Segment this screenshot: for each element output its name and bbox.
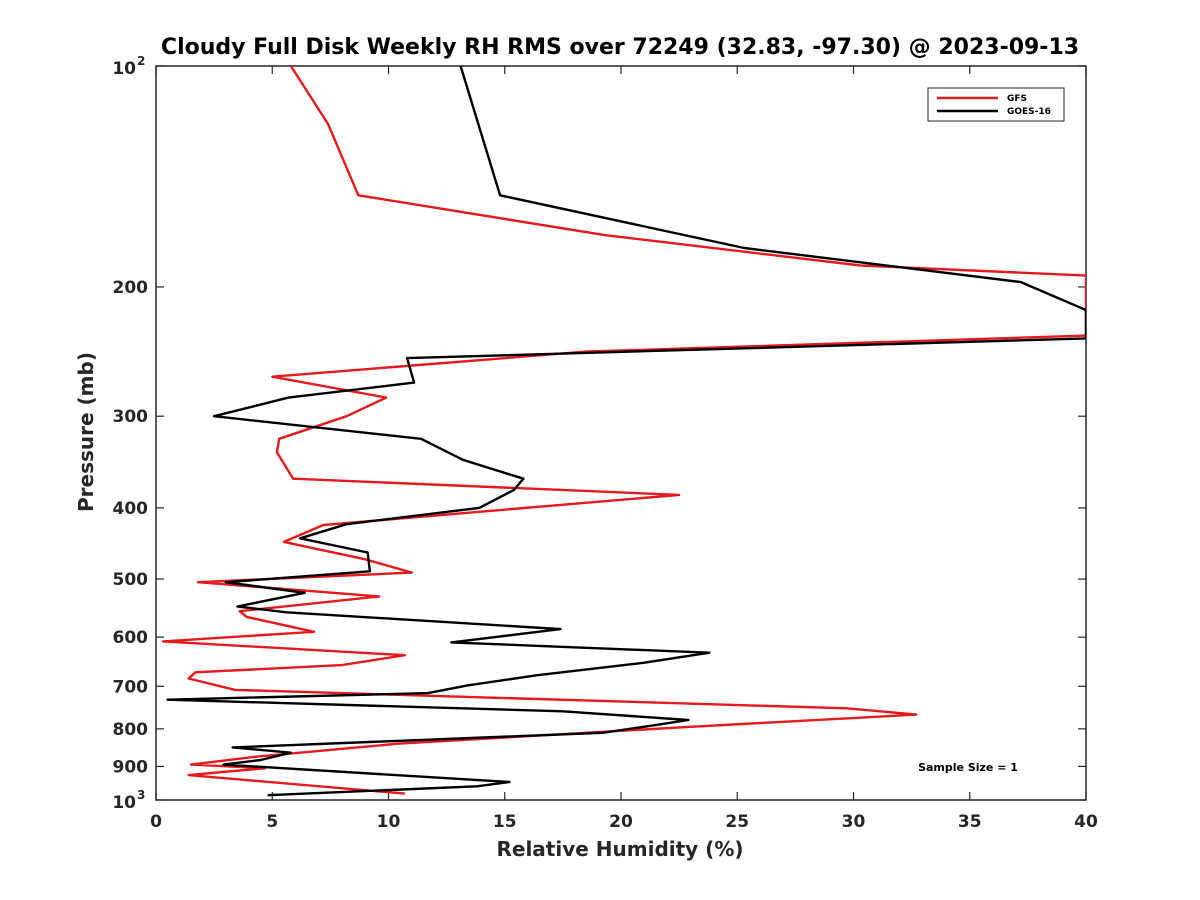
y-tick-label-exponent: 2: [137, 54, 145, 68]
y-tick-label: 800: [113, 720, 149, 740]
y-tick-label: 900: [113, 757, 149, 777]
plot-area: 0 5 10 15 20 25 30 35 40 10 220030040050060070080…: [112, 54, 1098, 832]
x-tick-label: 5: [266, 812, 278, 832]
x-tick-label: 35: [958, 812, 982, 832]
y-tick-label: 300: [113, 407, 149, 427]
y-tick-label-base: 10: [112, 59, 136, 79]
legend-label-goes16: GOES-16: [1007, 107, 1051, 117]
x-axis-label: Relative Humidity (%): [496, 837, 743, 861]
sample-size-annotation: Sample Size = 1: [918, 761, 1018, 774]
x-tick-label: 10: [377, 812, 401, 832]
y-tick-label-power: 10 2: [112, 54, 145, 79]
y-tick-label-exponent: 3: [137, 788, 145, 802]
chart-title: Cloudy Full Disk Weekly RH RMS over 7224…: [161, 35, 1079, 60]
x-axis-ticks: 0 5 10 15 20 25 30 35 40: [150, 66, 1098, 832]
y-tick-label-power: 10 3: [112, 788, 145, 813]
series-layer: [161, 66, 1086, 797]
legend: GFS GOES-16: [927, 87, 1065, 122]
y-axis-label: Pressure (mb): [74, 352, 98, 512]
legend-box: [927, 87, 1065, 122]
y-tick-label: 400: [113, 499, 149, 519]
x-tick-label: 20: [609, 812, 633, 832]
y-tick-label: 600: [113, 628, 149, 648]
y-tick-label-base: 10: [112, 793, 136, 813]
x-tick-label: 30: [842, 812, 866, 832]
y-tick-label: 500: [113, 570, 149, 590]
y-tick-label: 200: [113, 278, 149, 298]
x-tick-label: 15: [493, 812, 517, 832]
y-tick-label: 700: [113, 677, 149, 697]
x-tick-label: 0: [150, 812, 162, 832]
series-line-goes16: [166, 66, 1086, 797]
legend-label-gfs: GFS: [1007, 94, 1027, 104]
x-tick-label: 25: [725, 812, 749, 832]
series-line-gfs: [161, 66, 1086, 795]
x-tick-label: 40: [1074, 812, 1098, 832]
